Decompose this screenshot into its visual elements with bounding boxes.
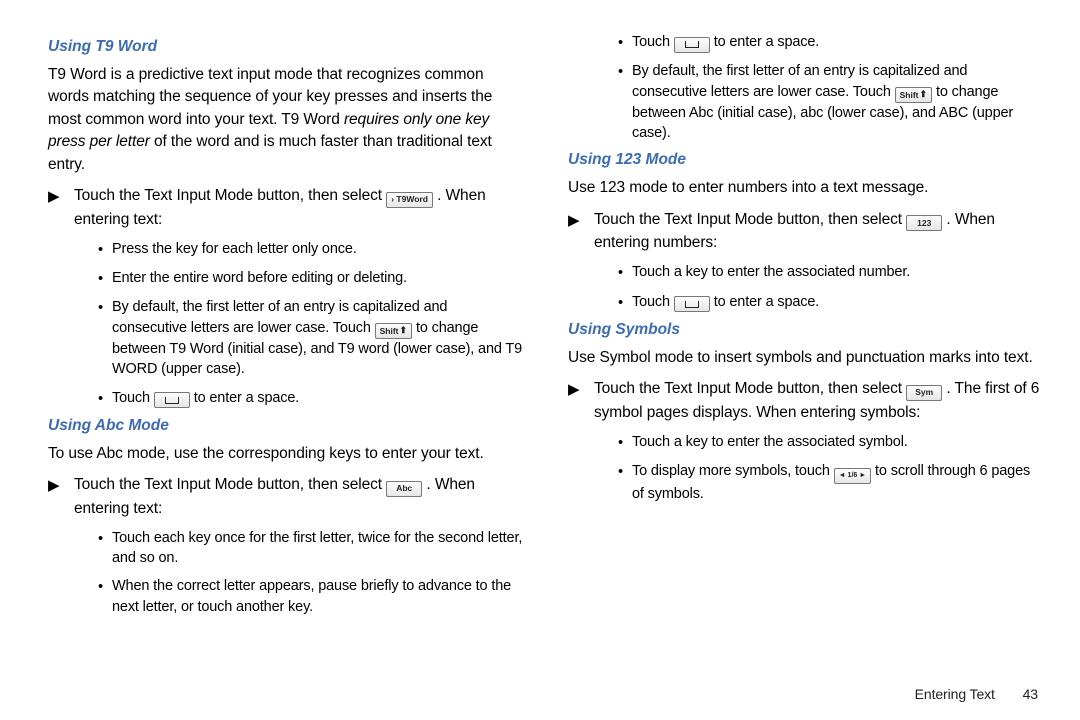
step-marker-icon: ▶ [48, 473, 74, 520]
t9-step-text: Touch the Text Input Mode button, then s… [74, 187, 386, 204]
n123-b2: Touch to enter a space. [632, 292, 1044, 313]
n123-b2b: to enter a space. [714, 294, 819, 310]
list-item: • When the correct letter appears, pause… [98, 576, 524, 617]
shift-button-icon: Shift⬆ [895, 87, 932, 103]
pager-button-icon: ◄ 1/6 ► [834, 468, 871, 484]
shift-label: Shift [380, 327, 399, 336]
shift-button-icon: Shift⬆ [375, 323, 412, 339]
sym-bullets: • Touch a key to enter the associated sy… [618, 432, 1044, 504]
t9-b4b: to enter a space. [194, 390, 299, 406]
abc-button-icon: Abc [386, 481, 422, 497]
sym-step-text: Touch the Text Input Mode button, then s… [594, 380, 906, 397]
list-item: • By default, the first letter of an ent… [98, 297, 524, 379]
abc-step: ▶ Touch the Text Input Mode button, then… [48, 473, 524, 520]
t9-step: ▶ Touch the Text Input Mode button, then… [48, 184, 524, 231]
sym-intro: Use Symbol mode to insert symbols and pu… [568, 347, 1044, 369]
abc-step-content: Touch the Text Input Mode button, then s… [74, 473, 524, 520]
r-b1: Touch to enter a space. [632, 32, 1044, 53]
up-arrow-icon: ⬆ [920, 90, 928, 99]
t9-intro: T9 Word is a predictive text input mode … [48, 64, 524, 176]
space-button-icon [674, 296, 710, 312]
step-marker-icon: ▶ [48, 184, 74, 231]
n123-b1: Touch a key to enter the associated numb… [632, 262, 1044, 283]
r-b2: By default, the first letter of an entry… [632, 61, 1044, 143]
footer-section: Entering Text [915, 686, 995, 702]
n123-button-icon: 123 [906, 215, 942, 231]
space-button-icon [674, 37, 710, 53]
step-marker-icon: ▶ [568, 208, 594, 255]
heading-sym: Using Symbols [568, 321, 1044, 339]
abc-bullets-cont: • Touch to enter a space. • By default, … [618, 32, 1044, 143]
r-b1b: to enter a space. [714, 34, 819, 50]
list-item: • By default, the first letter of an ent… [618, 61, 1044, 143]
bullet-icon: • [618, 461, 632, 504]
sym-step: ▶ Touch the Text Input Mode button, then… [568, 377, 1044, 424]
pager-label: ◄ 1/6 ► [839, 472, 866, 479]
bullet-icon: • [98, 297, 112, 379]
list-item: • Touch to enter a space. [98, 388, 524, 409]
abc-b2: When the correct letter appears, pause b… [112, 576, 524, 617]
abc-step-text: Touch the Text Input Mode button, then s… [74, 476, 386, 493]
n123-intro: Use 123 mode to enter numbers into a tex… [568, 177, 1044, 199]
list-item: • Touch to enter a space. [618, 292, 1044, 313]
list-item: • Enter the entire word before editing o… [98, 268, 524, 289]
bullet-icon: • [618, 32, 632, 53]
bullet-icon: • [98, 576, 112, 617]
sym-b1: Touch a key to enter the associated symb… [632, 432, 1044, 453]
sym-button-icon: Sym [906, 385, 942, 401]
footer-page-number: 43 [1023, 686, 1038, 702]
abc-intro: To use Abc mode, use the corresponding k… [48, 443, 524, 465]
space-button-icon [154, 392, 190, 408]
abc-b1: Touch each key once for the first letter… [112, 528, 524, 569]
bullet-icon: • [618, 61, 632, 143]
abc-bullets: • Touch each key once for the first lett… [98, 528, 524, 617]
bullet-icon: • [618, 292, 632, 313]
heading-123: Using 123 Mode [568, 151, 1044, 169]
sym-step-content: Touch the Text Input Mode button, then s… [594, 377, 1044, 424]
list-item: • Touch to enter a space. [618, 32, 1044, 53]
heading-t9: Using T9 Word [48, 38, 524, 56]
n123-step-text: Touch the Text Input Mode button, then s… [594, 211, 906, 228]
n123-b2a: Touch [632, 294, 674, 310]
n123-step-content: Touch the Text Input Mode button, then s… [594, 208, 1044, 255]
n123-bullets: • Touch a key to enter the associated nu… [618, 262, 1044, 313]
list-item: • Touch each key once for the first lett… [98, 528, 524, 569]
n123-step: ▶ Touch the Text Input Mode button, then… [568, 208, 1044, 255]
list-item: • To display more symbols, touch ◄ 1/6 ►… [618, 461, 1044, 504]
t9-b1: Press the key for each letter only once. [112, 239, 524, 260]
t9-step-content: Touch the Text Input Mode button, then s… [74, 184, 524, 231]
bullet-icon: • [618, 262, 632, 283]
space-glyph-icon [685, 41, 699, 48]
bullet-icon: • [98, 528, 112, 569]
two-column-layout: Using T9 Word T9 Word is a predictive te… [48, 32, 1044, 672]
space-glyph-icon [165, 397, 179, 404]
t9-b4a: Touch [112, 390, 154, 406]
list-item: • Press the key for each letter only onc… [98, 239, 524, 260]
t9word-button-icon: › T9Word [386, 192, 433, 208]
t9-b2: Enter the entire word before editing or … [112, 268, 524, 289]
t9-b3: By default, the first letter of an entry… [112, 297, 524, 379]
page-footer: Entering Text 43 [915, 686, 1038, 702]
bullet-icon: • [618, 432, 632, 453]
r-b1a: Touch [632, 34, 674, 50]
sym-b2: To display more symbols, touch ◄ 1/6 ► t… [632, 461, 1044, 504]
bullet-icon: • [98, 388, 112, 409]
t9-b4: Touch to enter a space. [112, 388, 524, 409]
heading-abc: Using Abc Mode [48, 417, 524, 435]
step-marker-icon: ▶ [568, 377, 594, 424]
bullet-icon: • [98, 268, 112, 289]
left-column: Using T9 Word T9 Word is a predictive te… [48, 32, 524, 672]
up-arrow-icon: ⬆ [400, 326, 408, 335]
right-column: • Touch to enter a space. • By default, … [568, 32, 1044, 672]
list-item: • Touch a key to enter the associated nu… [618, 262, 1044, 283]
list-item: • Touch a key to enter the associated sy… [618, 432, 1044, 453]
space-glyph-icon [685, 301, 699, 308]
bullet-icon: • [98, 239, 112, 260]
shift-label: Shift [900, 91, 919, 100]
sym-b2a: To display more symbols, touch [632, 463, 834, 479]
t9-bullets: • Press the key for each letter only onc… [98, 239, 524, 409]
